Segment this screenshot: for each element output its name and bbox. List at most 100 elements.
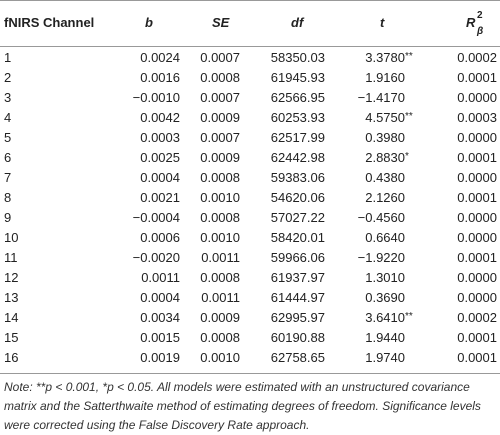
table-row: 2 0.0016 0.0008 61945.93 1.9160 0.0001	[0, 68, 500, 88]
cell-r2: 0.0000	[457, 230, 497, 245]
cell-t-significance: **	[405, 311, 413, 322]
cell-b: 0.0024	[140, 50, 180, 65]
cell-se: 0.0008	[200, 70, 240, 85]
cell-t-value: 3.6410	[365, 310, 405, 325]
cell-r2: 0.0003	[457, 110, 497, 125]
cell-r2: 0.0000	[457, 210, 497, 225]
cell-se: 0.0010	[200, 190, 240, 205]
cell-b: 0.0011	[141, 270, 180, 285]
cell-t: 4.5750 **	[365, 110, 413, 126]
header-channel: fNIRS Channel	[4, 15, 95, 30]
cell-se: 0.0009	[200, 310, 240, 325]
cell-t-value: 3.3780	[365, 50, 405, 65]
cell-se: 0.0008	[200, 270, 240, 285]
cell-b: 0.0034	[140, 310, 180, 325]
cell-b: −0.0004	[132, 210, 180, 225]
header-r2-sub: β	[477, 26, 484, 37]
cell-b: 0.0004	[140, 170, 180, 185]
cell-se: 0.0007	[200, 90, 240, 105]
cell-b: 0.0042	[140, 110, 180, 125]
cell-t: 1.9740	[365, 350, 405, 366]
cell-se: 0.0008	[200, 170, 240, 185]
cell-df: 60253.93	[270, 110, 325, 125]
cell-df: 59383.06	[270, 170, 325, 185]
cell-b: 0.0019	[140, 350, 180, 365]
cell-se: 0.0008	[200, 210, 240, 225]
cell-channel: 3	[4, 90, 12, 105]
cell-r2: 0.0001	[457, 350, 497, 365]
header-t: t	[380, 15, 385, 30]
header-b: b	[145, 15, 153, 30]
cell-se: 0.0007	[200, 50, 240, 65]
cell-df: 54620.06	[270, 190, 325, 205]
cell-se: 0.0009	[200, 110, 240, 125]
table-row: 6 0.0025 0.0009 62442.98 2.8830 * 0.0001	[0, 148, 500, 168]
table-row: 16 0.0019 0.0010 62758.65 1.9740 0.0001	[0, 348, 500, 368]
cell-t: 1.9440	[365, 330, 405, 346]
cell-channel: 6	[4, 150, 12, 165]
cell-t-value: 4.5750	[365, 110, 405, 125]
cell-t: 2.1260	[365, 190, 405, 206]
cell-df: 62442.98	[270, 150, 325, 165]
cell-t-value: 2.8830	[365, 150, 405, 165]
cell-df: 57027.22	[270, 210, 325, 225]
cell-r2: 0.0000	[457, 130, 497, 145]
cell-t-value: 0.4380	[365, 170, 405, 185]
cell-df: 61444.97	[270, 290, 325, 305]
header-df: df	[291, 15, 304, 30]
cell-t: 0.4380	[365, 170, 405, 186]
header-se: SE	[212, 15, 230, 30]
cell-b: 0.0021	[140, 190, 180, 205]
cell-df: 62517.99	[270, 130, 325, 145]
cell-t-value: −0.4560	[357, 210, 405, 225]
cell-se: 0.0009	[200, 150, 240, 165]
cell-t-value: 2.1260	[365, 190, 405, 205]
cell-t: 0.3980	[365, 130, 405, 146]
cell-se: 0.0010	[200, 230, 240, 245]
cell-t: 0.3690	[365, 290, 405, 306]
cell-t: 1.3010	[365, 270, 405, 286]
cell-channel: 5	[4, 130, 12, 145]
cell-t: 3.6410 **	[365, 310, 413, 326]
cell-t-value: 0.6640	[365, 230, 405, 245]
table-row: 12 0.0011 0.0008 61937.97 1.3010 0.0000	[0, 268, 500, 288]
cell-t-significance: *	[405, 151, 409, 162]
cell-df: 61945.93	[270, 70, 325, 85]
cell-df: 58420.01	[270, 230, 325, 245]
cell-b: 0.0016	[140, 70, 180, 85]
cell-channel: 2	[4, 70, 12, 85]
cell-t: 3.3780 **	[365, 50, 413, 66]
cell-se: 0.0011	[201, 250, 240, 265]
table-row: 8 0.0021 0.0010 54620.06 2.1260 0.0001	[0, 188, 500, 208]
cell-channel: 10	[4, 230, 19, 245]
header-r2-sup: 2	[477, 10, 483, 21]
cell-r2: 0.0001	[457, 150, 497, 165]
cell-t-value: 1.9160	[365, 70, 405, 85]
cell-channel: 8	[4, 190, 12, 205]
cell-df: 62758.65	[270, 350, 325, 365]
cell-t-value: 0.3690	[365, 290, 405, 305]
cell-df: 61937.97	[270, 270, 325, 285]
cell-channel: 16	[4, 350, 19, 365]
cell-t: 1.9160	[365, 70, 405, 86]
cell-t-significance: **	[405, 111, 413, 122]
cell-channel: 9	[4, 210, 12, 225]
cell-t-significance: **	[405, 51, 413, 62]
table-bottom-rule	[0, 373, 500, 374]
table-row: 11 −0.0020 0.0011 59966.06 −1.9220 0.0001	[0, 248, 500, 268]
cell-t-value: 1.9740	[365, 350, 405, 365]
cell-df: 62566.95	[270, 90, 325, 105]
cell-se: 0.0008	[200, 330, 240, 345]
cell-b: −0.0020	[132, 250, 180, 265]
cell-t-value: −1.4170	[357, 90, 405, 105]
cell-t-value: 1.3010	[365, 270, 405, 285]
cell-df: 58350.03	[270, 50, 325, 65]
cell-b: 0.0006	[140, 230, 180, 245]
table-row: 3 −0.0010 0.0007 62566.95 −1.4170 0.0000	[0, 88, 500, 108]
table-row: 4 0.0042 0.0009 60253.93 4.5750 ** 0.0003	[0, 108, 500, 128]
cell-channel: 7	[4, 170, 12, 185]
cell-df: 60190.88	[270, 330, 325, 345]
cell-r2: 0.0002	[457, 50, 497, 65]
cell-r2: 0.0000	[457, 290, 497, 305]
